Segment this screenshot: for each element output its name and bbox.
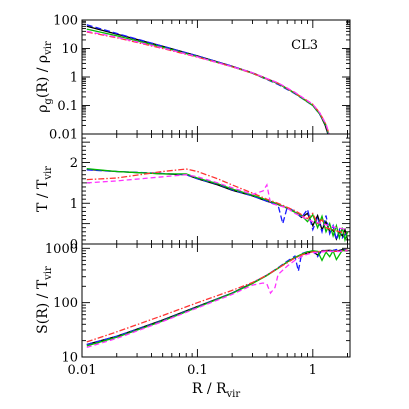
entropy-series-line-4 (86, 249, 348, 343)
temperature-ytick-label: 0 (70, 238, 78, 253)
temperature-series-line-3 (86, 167, 349, 243)
density-ylabel-sub1: g (43, 98, 54, 105)
entropy-ylabel-sub: vir (43, 266, 54, 281)
entropy-series (86, 248, 348, 349)
density-ylabel-sub2: vir (43, 41, 54, 56)
entropy-xtick-label: 1 (309, 363, 317, 378)
entropy-ticks: 10 100 1000 0.01 0.1 1 (45, 242, 350, 378)
density-ylabel-rho: ρ (35, 105, 51, 113)
temperature-ylabel: T / Tvir (35, 166, 54, 212)
density-series-line-5 (86, 30, 330, 135)
temperature-series (86, 167, 349, 243)
entropy-series-line-2 (86, 248, 348, 346)
temperature-ytick-label: 2 (70, 156, 78, 171)
x-axis-label: R / Rvir (192, 381, 241, 400)
entropy-ylabel-main: S(R) / T (35, 279, 51, 334)
entropy-ytick-label: 100 (53, 296, 78, 311)
density-panel: 0.01 0.1 1 10 100 CL3 ρg(R) / ρvir (35, 14, 351, 143)
x-axis-label-main: R / R (192, 381, 227, 397)
density-series (86, 24, 330, 135)
entropy-series-line-3 (86, 249, 348, 347)
density-ytick-label: 1 (70, 71, 78, 86)
x-axis-label-sub: vir (226, 389, 241, 400)
entropy-series-line-1 (86, 248, 348, 346)
temperature-series-line-1 (86, 168, 349, 241)
density-ytick-label: 100 (53, 14, 78, 29)
density-ticks: 0.01 0.1 1 10 100 (49, 14, 350, 143)
density-ytick-label: 10 (61, 42, 78, 57)
entropy-xtick-label: 0.01 (68, 363, 97, 378)
temperature-series-line-2 (86, 169, 349, 243)
temperature-frame (81, 133, 351, 245)
temperature-ticks: 0 1 2 (70, 133, 350, 253)
temperature-ylabel-sub: vir (43, 166, 54, 181)
entropy-ytick-label: 1000 (45, 242, 78, 257)
density-ytick-label: 0.1 (57, 99, 78, 114)
entropy-xtick-label: 0.1 (187, 363, 208, 378)
temperature-ytick-label: 1 (70, 197, 78, 212)
entropy-series-line-5 (86, 250, 348, 349)
temperature-series-line-5 (86, 174, 348, 231)
temperature-panel: 0 1 2 T / Tvir (35, 133, 351, 253)
temperature-series-line-4 (86, 168, 348, 235)
entropy-frame (81, 243, 351, 358)
temperature-ylabel-main: T / T (35, 179, 51, 212)
density-ylabel: ρg(R) / ρvir (35, 41, 54, 113)
entropy-ytick-label: 10 (61, 351, 78, 366)
entropy-ylabel: S(R) / Tvir (35, 266, 54, 334)
density-ytick-label: 0.01 (49, 128, 78, 143)
cluster-label: CL3 (291, 38, 318, 53)
density-ylabel-mid: (R) / ρ (35, 55, 51, 98)
